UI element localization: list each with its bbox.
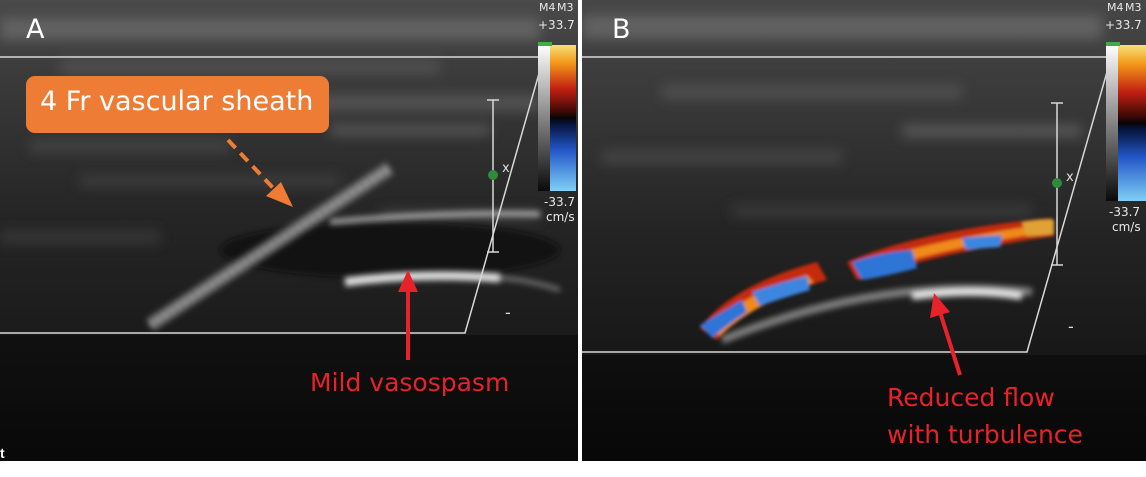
- velocity-unit-a: cm/s: [546, 210, 575, 224]
- reduced-flow-label-line2: with turbulence: [887, 420, 1083, 449]
- velocity-scale-bar: [550, 45, 576, 191]
- velocity-min-a: -33.7: [544, 195, 576, 209]
- vessel-lumen: [220, 222, 560, 278]
- reduced-flow-arrow: [930, 293, 962, 376]
- vasospasm-arrow: [398, 270, 418, 360]
- vessel-deep-wall: [720, 284, 1033, 344]
- mode-label-m3-a: M3: [557, 1, 574, 14]
- reduced-flow-label-line1: Reduced flow: [887, 383, 1055, 412]
- scale-marker-top-b: [1106, 42, 1120, 46]
- doppler-flow-proximal: [700, 262, 827, 340]
- gate-center-dot-b: [1052, 178, 1062, 188]
- depth-tick: -: [505, 303, 511, 322]
- velocity-unit-b: cm/s: [1112, 220, 1141, 234]
- gate-x-mark-b: x: [1066, 170, 1074, 185]
- gate-x-mark: x: [502, 161, 510, 176]
- mode-label-m4-a: M4: [539, 1, 556, 14]
- sheath-callout-arrow: [226, 138, 293, 207]
- doppler-flow-distal: [847, 218, 1054, 280]
- sheath-callout: 4 Fr vascular sheath: [26, 76, 329, 133]
- ultrasound-panel-a: x - A M4 M3 +33.7 -33.7 cm/s 4 Fr vascul…: [0, 0, 578, 461]
- mode-label-m3-b: M3: [1125, 1, 1142, 14]
- grayscale-bar-b: [1106, 45, 1118, 201]
- tissue-texture-b: [582, 15, 1102, 217]
- velocity-scale-bar-b: [1118, 45, 1146, 201]
- deep-field: [0, 335, 578, 461]
- velocity-min-b: -33.7: [1109, 205, 1141, 219]
- vasospasm-label: Mild vasospasm: [310, 368, 510, 397]
- ultrasound-image-b: x -: [582, 0, 1146, 461]
- ultrasound-panel-b: x - B M4 M3 +33.7 -33.7 cm/s Reduced flo…: [582, 0, 1146, 461]
- panel-label-a: A: [26, 14, 45, 45]
- gate-center-dot: [488, 170, 498, 180]
- scale-marker-top: [538, 42, 552, 46]
- grayscale-bar: [538, 45, 550, 191]
- vascular-sheath-echo: [146, 162, 394, 331]
- velocity-max-b: +33.7: [1105, 18, 1142, 32]
- mode-label-m4-b: M4: [1107, 1, 1124, 14]
- panel-label-b: B: [612, 14, 631, 45]
- depth-tick-b: -: [1068, 317, 1074, 336]
- corner-mark: t: [0, 445, 5, 461]
- velocity-max-a: +33.7: [538, 18, 575, 32]
- deep-field-b: [582, 355, 1146, 461]
